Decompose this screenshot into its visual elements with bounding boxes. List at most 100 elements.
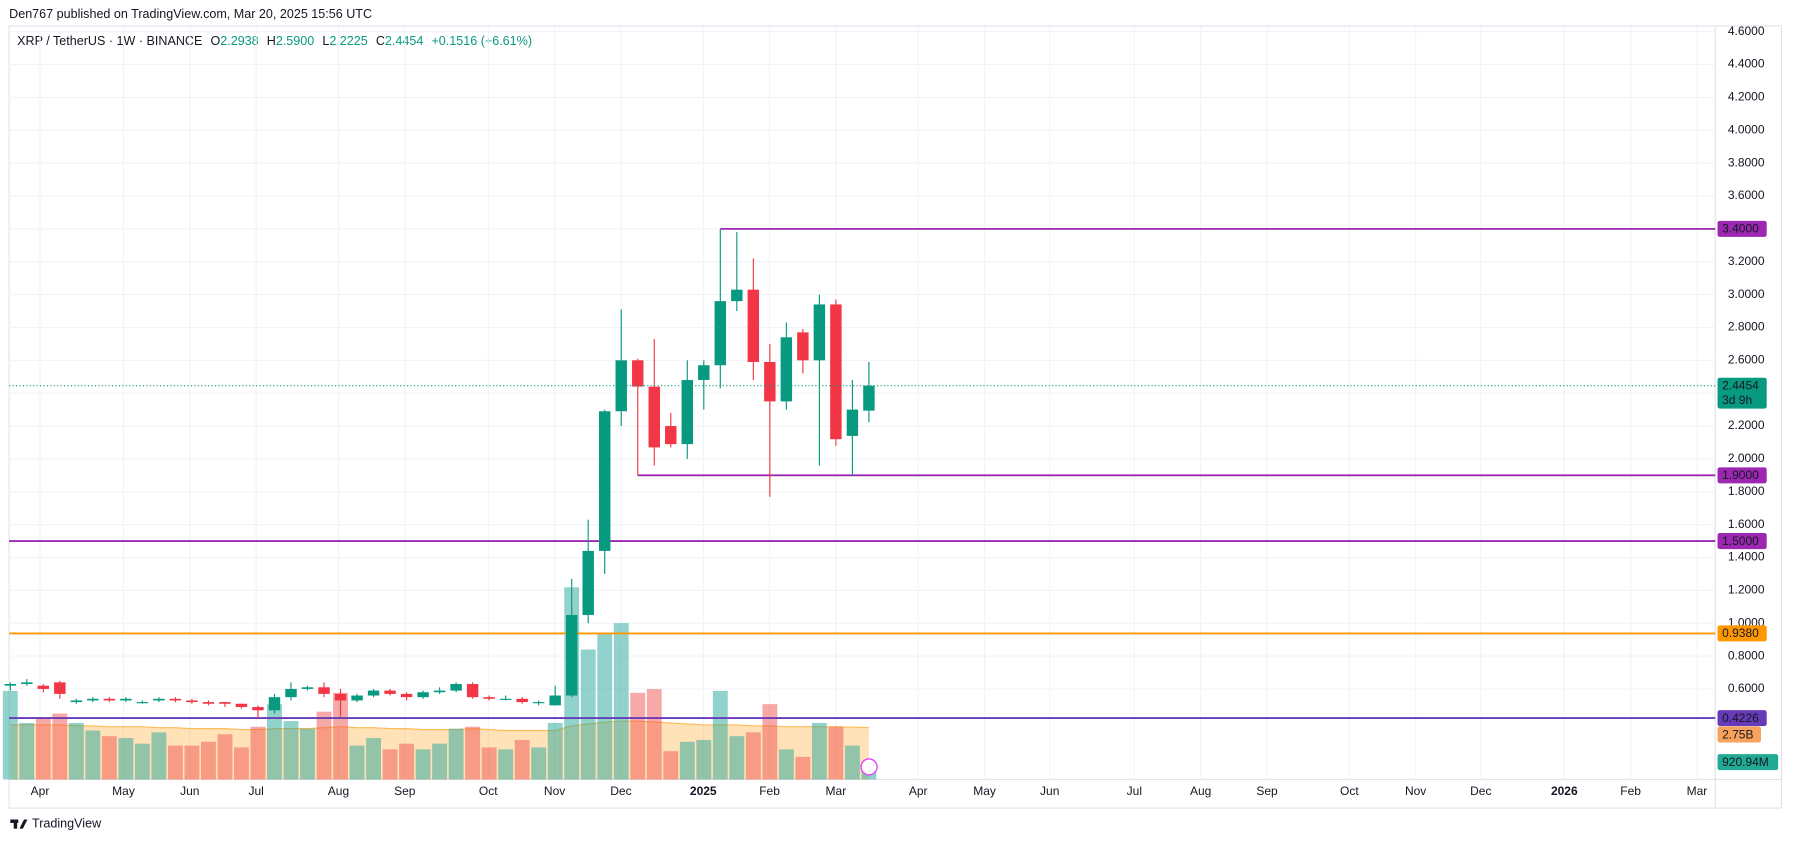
volume-bar <box>151 732 167 780</box>
x-tick-label: Mar <box>1687 784 1708 798</box>
x-tick-label: Feb <box>1620 784 1641 798</box>
volume-bar <box>2 690 18 780</box>
y-tick-label: 1.4000 <box>1728 550 1765 564</box>
symbol: XRP / TetherUS · 1W · BINANCE <box>17 34 202 48</box>
candle-body <box>186 700 198 703</box>
candle-body <box>136 702 149 704</box>
candle-body <box>698 365 710 381</box>
volume-label: 2.75B <box>1722 727 1753 741</box>
level-label-box <box>1717 533 1767 550</box>
volume-bar <box>399 743 415 780</box>
candle-body <box>301 687 314 689</box>
candle-body <box>681 380 694 445</box>
volume-label: 920.94M <box>1722 755 1769 769</box>
candle-body <box>830 304 842 440</box>
volume-bar <box>729 736 745 780</box>
candle-body <box>4 684 17 686</box>
y-tick-label: 0.6000 <box>1728 681 1765 695</box>
y-tick-label: 3.2000 <box>1728 254 1765 268</box>
x-tick-label: May <box>112 784 135 798</box>
volume-bar <box>250 726 266 780</box>
x-tick-label: Aug <box>328 784 349 798</box>
volume-bar <box>349 745 365 780</box>
candle-body <box>334 693 347 701</box>
level-label-box <box>1717 467 1767 484</box>
volume-bar <box>795 756 811 780</box>
candle-body <box>599 411 611 551</box>
x-tick-label: Aug <box>1190 784 1211 798</box>
x-tick-label: Sep <box>394 784 416 798</box>
level-label-box <box>1717 220 1767 237</box>
candle-body <box>499 698 512 700</box>
volume-bar <box>134 743 150 780</box>
volume-label-box <box>1717 726 1761 743</box>
candle-body <box>797 332 809 361</box>
volume-bar <box>481 747 497 780</box>
l-label: L <box>322 34 329 48</box>
candle-body <box>466 684 479 698</box>
y-tick-label: 2.2000 <box>1728 418 1765 432</box>
candle-body <box>433 690 446 693</box>
x-tick-label: 2025 <box>690 784 717 798</box>
candle-body <box>21 682 33 685</box>
candle-body <box>367 690 380 696</box>
volume-bar <box>85 730 101 780</box>
y-tick-label: 4.2000 <box>1728 90 1765 104</box>
candle-body <box>318 687 330 694</box>
volume-bar <box>382 749 398 780</box>
volume-bar <box>415 749 431 780</box>
volume-bar <box>432 743 448 780</box>
x-tick-label: Feb <box>759 784 780 798</box>
volume-bar <box>778 749 794 780</box>
candle-body <box>747 289 760 362</box>
y-tick-label: 4.4000 <box>1728 57 1765 71</box>
y-tick-label: 2.0000 <box>1728 451 1765 465</box>
countdown-label: 3d 9h <box>1722 393 1752 407</box>
low-value: 2.2225 <box>329 34 367 48</box>
level-label: 3.4000 <box>1722 222 1759 236</box>
level-label: 0.4226 <box>1722 711 1759 725</box>
volume-bar <box>679 741 695 780</box>
volume-bar <box>597 632 613 780</box>
x-tick-label: Apr <box>31 784 50 798</box>
volume-bar <box>547 722 563 780</box>
volume-bar <box>498 749 514 780</box>
candle-body <box>384 690 396 694</box>
volume-bar <box>333 692 348 780</box>
x-tick-label: Dec <box>610 784 631 798</box>
volume-bar <box>696 739 712 780</box>
close-value: 2.4454 <box>385 34 423 48</box>
y-tick-label: 0.8000 <box>1728 648 1765 662</box>
candle-body <box>268 697 281 711</box>
volume-bar <box>184 745 200 780</box>
o-label: O <box>210 34 220 48</box>
volume-bar <box>35 717 51 780</box>
candle-body <box>103 698 116 701</box>
candle-body <box>549 695 561 706</box>
x-tick-label: Nov <box>1405 784 1426 798</box>
y-tick-label: 3.0000 <box>1728 287 1765 301</box>
volume-bar <box>663 751 679 780</box>
frame <box>8 25 1783 809</box>
volume-bar <box>68 722 84 780</box>
candle-body <box>846 409 859 436</box>
volume-bar <box>844 745 860 780</box>
logo-part <box>19 819 28 829</box>
candle-body <box>37 685 50 689</box>
candle-body <box>351 695 363 701</box>
y-tick-label: 3.6000 <box>1728 188 1765 202</box>
volume-bar <box>366 738 381 780</box>
volume-bar <box>613 623 629 780</box>
logo-part <box>13 819 18 829</box>
publisher: Den767 published on TradingView.com, Mar… <box>9 7 372 21</box>
volume-bar <box>19 722 35 780</box>
candle-body <box>714 301 727 366</box>
x-tick-label: Nov <box>544 784 565 798</box>
candle-body <box>285 688 297 698</box>
level-label: 0.9380 <box>1722 626 1759 640</box>
footer-text: TradingView <box>32 816 102 830</box>
x-tick-label: Dec <box>1470 784 1491 798</box>
candle-body <box>665 426 677 445</box>
